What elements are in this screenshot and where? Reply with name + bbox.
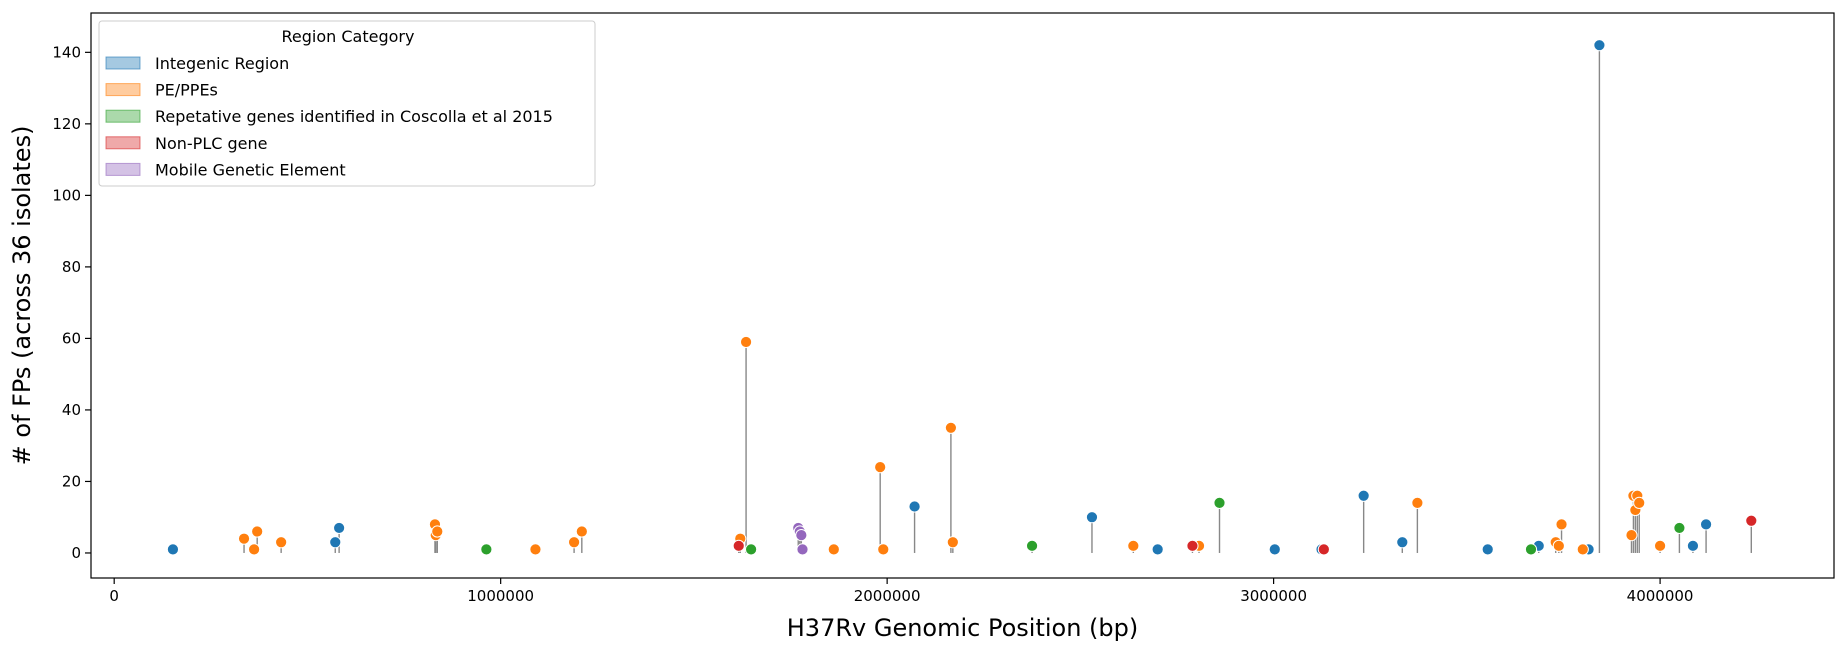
x-tick-label: 4000000 <box>1627 587 1694 605</box>
data-point <box>1633 496 1646 510</box>
y-tick-label: 120 <box>52 115 81 133</box>
data-point <box>575 525 588 538</box>
data-point <box>529 543 542 556</box>
data-point <box>1317 543 1330 556</box>
legend: Region Category Integenic Region PE/PPEs Re… <box>98 20 596 187</box>
data-point <box>1127 539 1140 552</box>
data-point <box>739 335 753 349</box>
y-tick-label: 20 <box>62 472 81 490</box>
data-point <box>1411 496 1424 510</box>
data-point <box>908 500 921 513</box>
y-tick-label: 60 <box>62 329 81 347</box>
legend-swatch <box>105 136 141 150</box>
x-tick-label: 2000000 <box>854 587 921 605</box>
legend-entry-label: Non-PLC gene <box>155 134 267 153</box>
legend-swatch <box>105 83 141 97</box>
legend-entry-label: Mobile Genetic Element <box>155 160 346 179</box>
data-point <box>251 525 264 538</box>
data-point <box>744 543 758 556</box>
data-point <box>1268 543 1281 556</box>
data-point <box>1085 511 1099 524</box>
legend-title: Region Category <box>282 27 415 46</box>
data-point <box>795 528 808 542</box>
data-point <box>1686 539 1700 552</box>
data-point <box>1653 539 1667 552</box>
axes: 0 1000000 2000000 3000000 4000000 0 20 40 60 80 10… <box>52 12 1835 605</box>
data-point <box>874 461 887 474</box>
data-point <box>1745 514 1758 527</box>
y-axis-label: # of FPs (across 36 isolates) <box>8 126 36 466</box>
legend-swatch <box>105 56 141 70</box>
plot-frame <box>90 12 1835 579</box>
data-point <box>1025 539 1039 552</box>
y-tick-label: 80 <box>62 258 81 276</box>
data-point <box>1213 496 1226 510</box>
legend-swatch <box>105 162 141 176</box>
data-point <box>247 543 261 556</box>
x-tick-label: 1000000 <box>467 587 534 605</box>
x-tick-label: 0 <box>109 587 119 605</box>
data-point <box>1151 543 1164 556</box>
data-point <box>166 543 180 556</box>
data-point <box>1481 543 1494 556</box>
data-point <box>1673 521 1686 535</box>
legend-entry-label: PE/PPEs <box>155 81 218 100</box>
x-axis-label: H37Rv Genomic Position (bp) <box>787 614 1139 642</box>
plot-area <box>166 39 1758 556</box>
data-point <box>796 543 809 556</box>
y-tick-label: 40 <box>62 401 81 419</box>
data-point <box>1593 39 1606 52</box>
data-point <box>1625 528 1638 542</box>
data-point <box>944 421 958 434</box>
legend-entry-label: Repetative genes identified in Coscolla … <box>155 107 553 126</box>
data-point <box>1552 539 1565 552</box>
data-point <box>567 536 581 549</box>
data-point <box>480 543 493 556</box>
data-point <box>1186 539 1199 552</box>
data-point <box>827 543 840 556</box>
data-point <box>1396 536 1409 549</box>
data-point <box>1357 489 1370 502</box>
data-point <box>275 536 288 549</box>
data-point <box>1524 543 1538 556</box>
x-tick-label: 3000000 <box>1240 587 1307 605</box>
y-tick-label: 100 <box>52 186 81 204</box>
data-point <box>877 543 890 556</box>
legend-entry-label: Integenic Region <box>155 54 289 73</box>
y-tick-label: 0 <box>71 544 81 562</box>
data-point <box>1555 518 1568 531</box>
legend-box <box>98 20 596 187</box>
data-point <box>1576 543 1589 556</box>
data-point <box>237 532 251 545</box>
data-point <box>431 525 444 538</box>
data-point <box>333 521 346 535</box>
data-point <box>1699 518 1713 531</box>
data-point <box>329 536 342 549</box>
y-tick-label: 140 <box>52 43 81 61</box>
data-point <box>732 539 745 552</box>
legend-swatch <box>105 109 141 123</box>
data-point <box>946 536 959 549</box>
